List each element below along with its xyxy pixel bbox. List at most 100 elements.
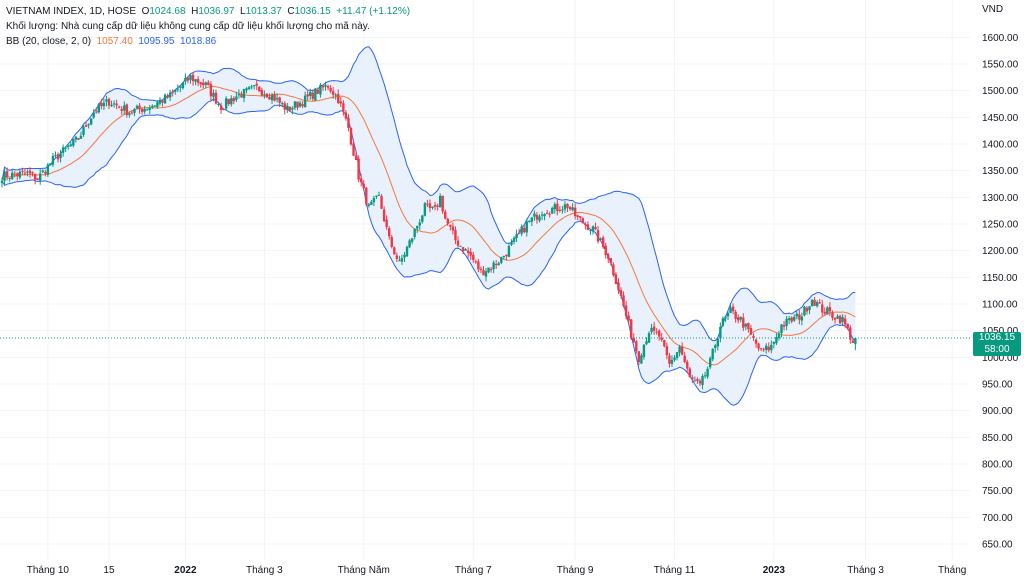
candle-body	[222, 108, 225, 110]
candle-body	[283, 103, 286, 110]
candle	[49, 163, 52, 166]
candle-body	[515, 234, 518, 239]
candle	[46, 162, 50, 178]
candle-body	[535, 214, 539, 220]
candle	[805, 306, 809, 315]
y-tick-label: 850.00	[982, 433, 1013, 444]
candle-body	[482, 270, 485, 276]
candle-body	[362, 183, 365, 189]
candle-body	[306, 94, 309, 97]
candle-body	[614, 274, 618, 285]
candle-body	[683, 355, 686, 363]
candle	[194, 79, 197, 86]
candle	[688, 366, 691, 378]
candle-body	[678, 346, 681, 353]
candle	[342, 100, 345, 116]
candle-body	[548, 213, 551, 215]
candle	[563, 201, 567, 213]
candle	[622, 291, 625, 308]
candle-body	[388, 228, 391, 237]
candle	[736, 314, 740, 324]
candle-body	[767, 346, 770, 351]
candle	[461, 246, 465, 254]
candle	[408, 238, 411, 249]
candle-body	[617, 282, 620, 291]
candle-body	[179, 86, 182, 88]
candle-body	[444, 211, 447, 219]
candle-body	[303, 95, 307, 108]
candle-body	[581, 218, 584, 224]
candle	[8, 177, 11, 182]
candle-body	[851, 340, 855, 343]
candle	[482, 265, 485, 276]
candle	[230, 95, 233, 107]
candle	[314, 88, 317, 101]
candle	[489, 266, 493, 273]
candle-body	[148, 107, 151, 110]
candle	[395, 252, 399, 263]
candle-body	[724, 316, 727, 319]
candle	[523, 225, 526, 234]
candle	[181, 82, 185, 90]
candle-body	[242, 88, 246, 99]
candle	[214, 89, 218, 105]
candle-body	[316, 90, 320, 94]
candle-body	[568, 207, 572, 210]
candle-body	[120, 108, 123, 111]
candle	[642, 343, 646, 360]
y-axis: 650.00 700.00 750.00 800.00 850.00 900.00 950.…	[982, 33, 1019, 551]
x-tick-label: Tháng	[938, 565, 966, 576]
candle	[107, 97, 111, 109]
candle	[538, 214, 541, 223]
candle	[148, 104, 151, 115]
candle	[176, 84, 179, 93]
candle	[566, 203, 569, 213]
candle-body	[673, 357, 676, 361]
candle	[168, 89, 172, 102]
x-tick-label: 15	[103, 565, 115, 576]
candle	[759, 348, 763, 352]
candle	[441, 195, 444, 214]
candle	[158, 97, 162, 106]
candle-body	[319, 84, 322, 95]
candle-body	[757, 343, 760, 349]
candle-body	[441, 195, 444, 212]
candle	[624, 301, 628, 320]
candle-body	[619, 290, 623, 296]
candle	[39, 169, 42, 185]
candle	[125, 103, 129, 118]
candle	[339, 97, 342, 107]
candle	[329, 85, 332, 94]
candle-body	[281, 103, 284, 105]
legend-volume-row: Khối lượng: Nhà cung cấp dữ liệu không c…	[6, 19, 410, 34]
candle-body	[135, 105, 139, 109]
candle	[331, 86, 335, 99]
candle	[105, 95, 108, 107]
candle-body	[74, 136, 78, 140]
candle	[586, 221, 590, 231]
candle-body	[202, 82, 205, 86]
candle-body	[795, 313, 798, 317]
candle-body	[428, 203, 432, 209]
candle	[719, 322, 722, 343]
y-tick-label: 650.00	[982, 540, 1013, 551]
candle	[668, 352, 671, 368]
candle-body	[354, 155, 358, 160]
candle	[652, 321, 656, 335]
candle-body	[487, 267, 490, 273]
x-tick-label: Tháng 10	[27, 565, 70, 576]
candle	[479, 266, 483, 274]
candle	[772, 341, 776, 349]
candle	[533, 210, 536, 221]
candle	[619, 287, 623, 299]
candle	[635, 339, 638, 354]
candle-body	[163, 94, 167, 104]
candle-body	[100, 103, 103, 107]
candle	[765, 343, 768, 354]
candle-body	[21, 170, 24, 172]
candle	[469, 247, 472, 260]
candle	[444, 209, 447, 220]
candle-body	[494, 264, 498, 266]
candle-body	[408, 240, 411, 248]
